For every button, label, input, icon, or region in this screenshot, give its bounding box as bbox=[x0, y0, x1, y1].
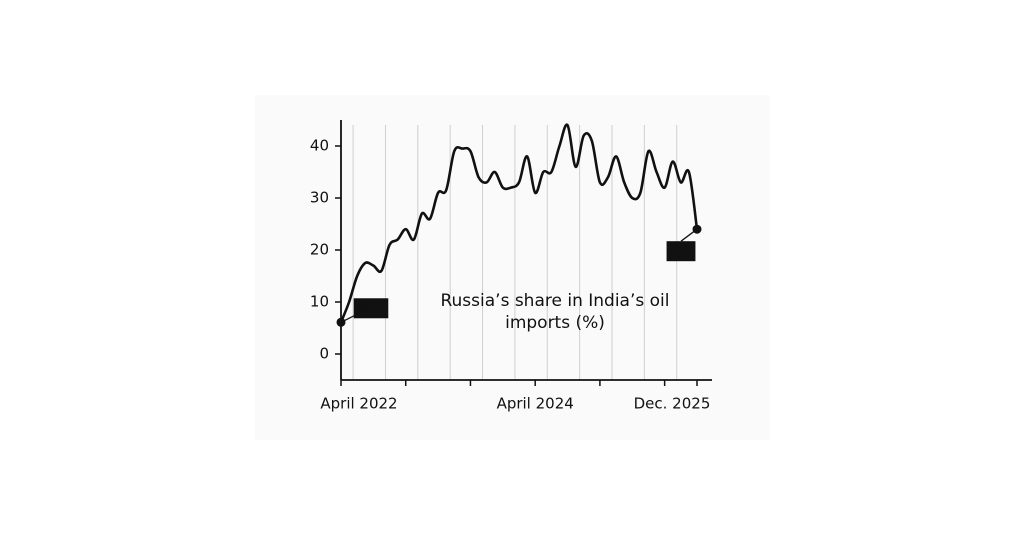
x-tick-label: Dec. 2025 bbox=[634, 395, 711, 413]
value-label-text: 6.1 bbox=[358, 299, 385, 317]
data-line bbox=[339, 123, 699, 324]
y-tick-label: 40 bbox=[310, 137, 329, 155]
y-tick-label: 30 bbox=[310, 189, 329, 207]
value-label: 6.1 bbox=[353, 298, 389, 319]
panel bbox=[255, 95, 770, 440]
value-label-box bbox=[353, 298, 389, 319]
y-tick-label: 10 bbox=[310, 293, 329, 311]
value-label-box bbox=[666, 241, 696, 262]
value-label: 24 bbox=[666, 241, 696, 262]
x-tick-label: April 2024 bbox=[497, 395, 574, 413]
chart-title: Russia’s share in India’s oil imports (%… bbox=[440, 291, 670, 333]
y-tick-label: 20 bbox=[310, 241, 329, 259]
y-tick-label: 0 bbox=[319, 345, 329, 363]
value-label-text: 24 bbox=[671, 242, 692, 260]
x-tick-label: April 2022 bbox=[320, 395, 397, 413]
label-leader bbox=[680, 228, 698, 242]
